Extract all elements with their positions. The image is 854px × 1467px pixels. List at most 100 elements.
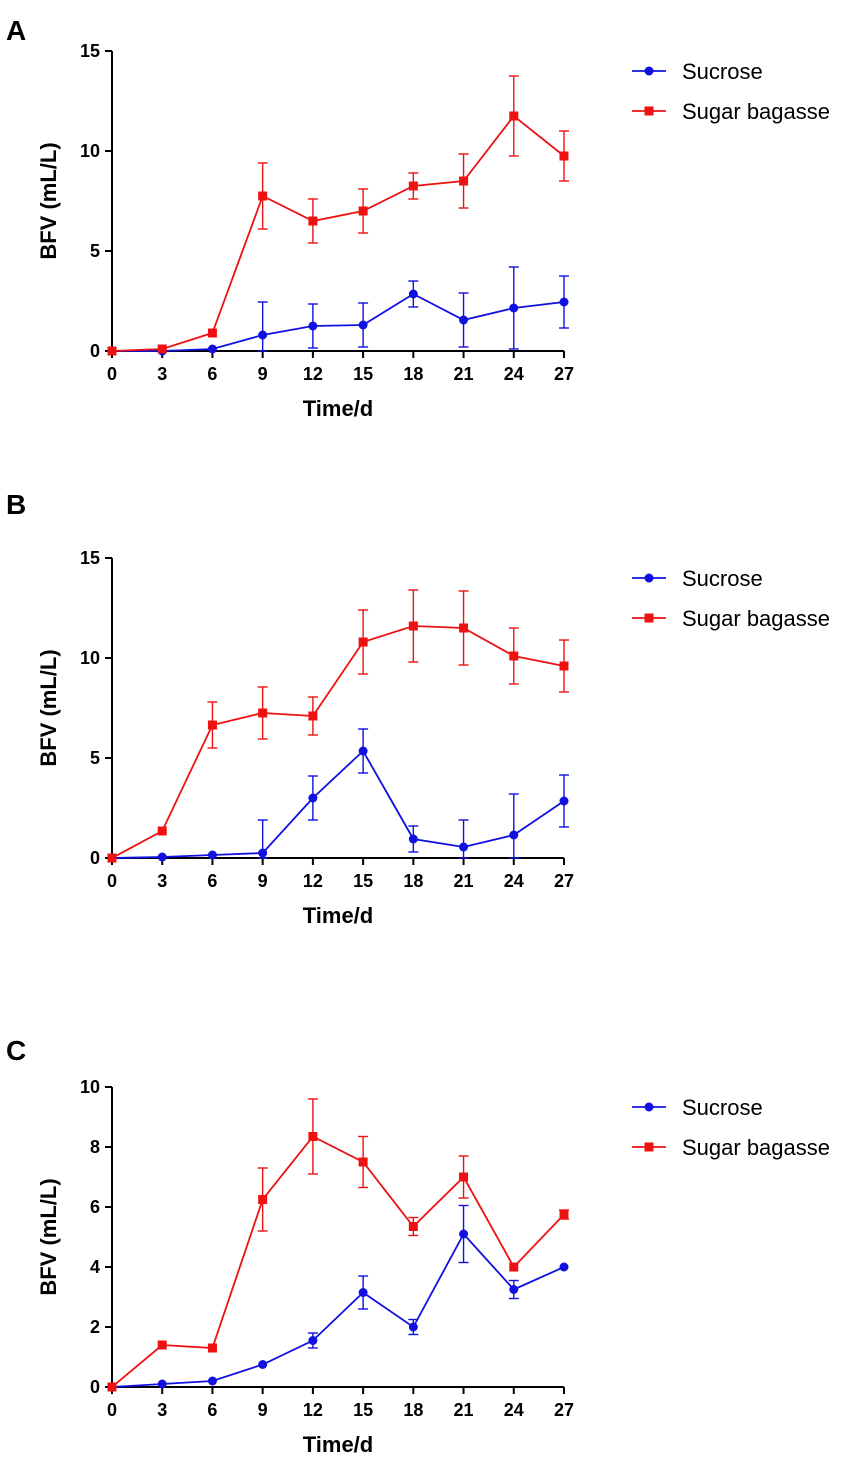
data-point bbox=[207, 344, 217, 354]
legend: Sucrose Sugar bagasse bbox=[632, 1095, 830, 1160]
data-point bbox=[358, 320, 368, 330]
y-tick-label: 0 bbox=[90, 848, 100, 868]
data-point bbox=[408, 1322, 418, 1332]
x-tick-label: 3 bbox=[157, 364, 167, 384]
x-tick-label: 12 bbox=[303, 364, 323, 384]
x-axis-title: Time/d bbox=[303, 1432, 374, 1457]
data-point bbox=[308, 793, 318, 803]
data-point bbox=[258, 330, 268, 340]
data-point bbox=[559, 1262, 569, 1272]
data-point bbox=[358, 637, 368, 647]
data-point bbox=[258, 708, 268, 718]
data-point bbox=[509, 111, 519, 121]
y-axis-title: BFV (mL/L) bbox=[36, 1178, 61, 1295]
data-point bbox=[308, 216, 318, 226]
data-point bbox=[459, 1229, 469, 1239]
x-tick-label: 6 bbox=[207, 364, 217, 384]
data-point bbox=[258, 191, 268, 201]
legend-marker bbox=[644, 1142, 654, 1152]
data-point bbox=[408, 181, 418, 191]
data-point bbox=[459, 1172, 469, 1182]
data-point bbox=[559, 151, 569, 161]
data-point bbox=[408, 289, 418, 299]
y-axis-title: BFV (mL/L) bbox=[36, 649, 61, 766]
y-tick-label: 10 bbox=[80, 1077, 100, 1097]
x-tick-label: 0 bbox=[107, 364, 117, 384]
x-axis-title: Time/d bbox=[303, 396, 374, 421]
legend-marker bbox=[644, 66, 654, 76]
data-point bbox=[509, 651, 519, 661]
x-tick-label: 18 bbox=[403, 1400, 423, 1420]
series-sugar-bagasse bbox=[107, 589, 569, 863]
panel-label: B bbox=[6, 489, 26, 520]
data-point bbox=[308, 321, 318, 331]
y-tick-label: 5 bbox=[90, 241, 100, 261]
data-point bbox=[559, 297, 569, 307]
y-tick-label: 5 bbox=[90, 748, 100, 768]
data-point bbox=[459, 176, 469, 186]
data-point bbox=[157, 1340, 167, 1350]
y-tick-label: 15 bbox=[80, 41, 100, 61]
x-tick-label: 15 bbox=[353, 364, 373, 384]
data-point bbox=[207, 1376, 217, 1386]
x-tick-label: 24 bbox=[504, 871, 524, 891]
data-point bbox=[157, 344, 167, 354]
series-line bbox=[111, 749, 565, 859]
y-tick-label: 10 bbox=[80, 141, 100, 161]
x-tick-label: 12 bbox=[303, 1400, 323, 1420]
series-line bbox=[111, 114, 565, 352]
series-sugar-bagasse bbox=[107, 75, 569, 356]
data-point bbox=[559, 796, 569, 806]
y-tick-label: 2 bbox=[90, 1317, 100, 1337]
y-tick-label: 6 bbox=[90, 1197, 100, 1217]
series-line bbox=[112, 292, 565, 352]
data-point bbox=[107, 1382, 117, 1392]
data-point bbox=[157, 826, 167, 836]
panel-a: A 0 5 10 15 0 3 6 9 12 15 18 21 24 27 Time/d BFV (mL/L) S… bbox=[6, 15, 830, 421]
x-tick-label: 9 bbox=[258, 871, 268, 891]
series-sucrose bbox=[107, 266, 569, 356]
legend-marker bbox=[644, 573, 654, 583]
x-tick-label: 21 bbox=[454, 364, 474, 384]
x-tick-label: 0 bbox=[107, 871, 117, 891]
data-point bbox=[107, 853, 117, 863]
data-point bbox=[207, 328, 217, 338]
data-point bbox=[559, 1210, 569, 1219]
x-axis-title: Time/d bbox=[303, 903, 374, 928]
x-tick-label: 3 bbox=[157, 1400, 167, 1420]
x-tick-label: 0 bbox=[107, 1400, 117, 1420]
panel-label: A bbox=[6, 15, 26, 46]
y-tick-label: 8 bbox=[90, 1137, 100, 1157]
data-point bbox=[107, 346, 117, 356]
data-point bbox=[459, 315, 469, 325]
data-point bbox=[459, 842, 469, 852]
y-tick-label: 15 bbox=[80, 548, 100, 568]
legend-marker bbox=[644, 613, 654, 623]
x-tick-label: 15 bbox=[353, 871, 373, 891]
x-tick-label: 24 bbox=[504, 1400, 524, 1420]
y-axis-title: BFV (mL/L) bbox=[36, 142, 61, 259]
legend-label: Sucrose bbox=[682, 566, 763, 591]
data-point bbox=[258, 1360, 268, 1369]
x-tick-label: 21 bbox=[454, 1400, 474, 1420]
data-point bbox=[358, 1157, 368, 1167]
x-tick-label: 9 bbox=[258, 364, 268, 384]
data-point bbox=[157, 1379, 167, 1389]
data-point bbox=[509, 303, 519, 313]
data-point bbox=[509, 1285, 519, 1294]
data-point bbox=[308, 1132, 318, 1141]
series-sucrose bbox=[107, 1204, 569, 1392]
legend-label: Sugar bagasse bbox=[682, 99, 830, 124]
data-point bbox=[258, 848, 268, 858]
legend-marker bbox=[644, 1102, 654, 1112]
legend-label: Sugar bagasse bbox=[682, 1135, 830, 1160]
data-point bbox=[207, 1343, 217, 1353]
series-sugar-bagasse bbox=[107, 1098, 569, 1392]
legend-label: Sugar bagasse bbox=[682, 606, 830, 631]
x-tick-label: 18 bbox=[403, 871, 423, 891]
x-tick-label: 9 bbox=[258, 1400, 268, 1420]
data-point bbox=[258, 1195, 268, 1204]
x-tick-label: 6 bbox=[207, 1400, 217, 1420]
